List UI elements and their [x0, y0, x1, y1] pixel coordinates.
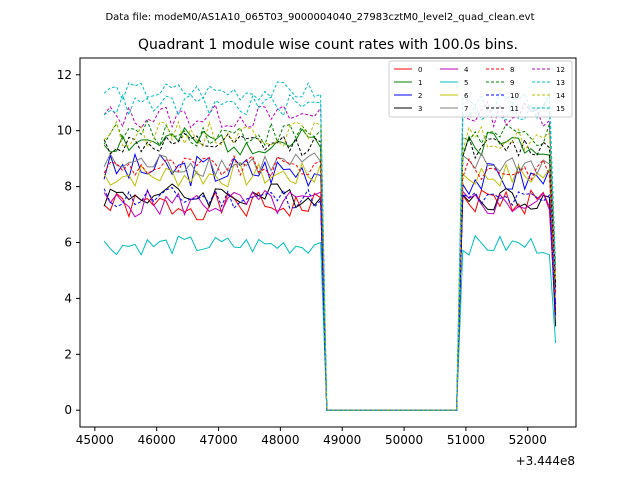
series-line-3 [103, 183, 557, 411]
legend-label-3: 3 [418, 105, 422, 113]
y-tick-label: 4 [64, 291, 72, 305]
y-tick-label: 0 [64, 403, 72, 417]
series-line-1 [103, 126, 557, 411]
legend-label-6: 6 [464, 92, 469, 100]
legend-label-0: 0 [418, 66, 422, 74]
y-tick-label: 8 [64, 180, 72, 194]
legend-label-10: 10 [510, 92, 519, 100]
y-tick-label: 6 [64, 236, 72, 250]
y-tick-label: 10 [57, 124, 72, 138]
series-line-7 [103, 152, 557, 411]
legend-label-9: 9 [510, 79, 514, 87]
series-line-14 [103, 120, 557, 411]
x-axis: 45000 46000 47000 48000 49000 50000 51000 52000 [76, 427, 547, 447]
legend-label-14: 14 [556, 92, 565, 100]
x-tick-label: 45000 [76, 433, 114, 447]
legend-label-11: 11 [510, 105, 519, 113]
legend-label-5: 5 [464, 79, 468, 87]
legend-label-8: 8 [510, 66, 514, 74]
legend-label-15: 15 [556, 105, 565, 113]
series-line-10 [103, 186, 557, 411]
series-line-0 [103, 189, 557, 411]
series-line-11 [103, 132, 557, 411]
x-tick-label: 50000 [385, 433, 423, 447]
legend-label-12: 12 [556, 66, 565, 74]
series-line-9 [103, 119, 557, 411]
y-axis: 0 2 4 6 8 10 12 [57, 68, 80, 417]
legend-box [388, 60, 573, 118]
series-line-6 [103, 161, 557, 411]
x-tick-label: 48000 [261, 433, 299, 447]
x-tick-label: 51000 [447, 433, 485, 447]
series-line-8 [103, 154, 557, 411]
x-offset-label: +3.444e8 [516, 454, 575, 468]
y-tick-label: 12 [57, 68, 72, 82]
legend-label-7: 7 [464, 105, 468, 113]
chart-title: Quadrant 1 module wise count rates with … [138, 37, 518, 53]
series-line-12 [103, 100, 557, 411]
series-line-4 [103, 188, 557, 411]
data-file-label: Data file: modeM0/AS1A10_065T03_90000040… [105, 12, 534, 23]
legend-label-2: 2 [418, 92, 422, 100]
series-line-5 [103, 234, 557, 411]
x-tick-label: 47000 [199, 433, 237, 447]
x-tick-label: 49000 [323, 433, 361, 447]
legend-label-1: 1 [418, 79, 422, 87]
legend-label-13: 13 [556, 79, 565, 87]
y-tick-label: 2 [64, 347, 72, 361]
series-line-2 [103, 152, 557, 411]
x-tick-label: 52000 [509, 433, 547, 447]
legend-label-4: 4 [464, 66, 469, 74]
x-tick-label: 46000 [138, 433, 176, 447]
series-line-13 [103, 81, 557, 411]
